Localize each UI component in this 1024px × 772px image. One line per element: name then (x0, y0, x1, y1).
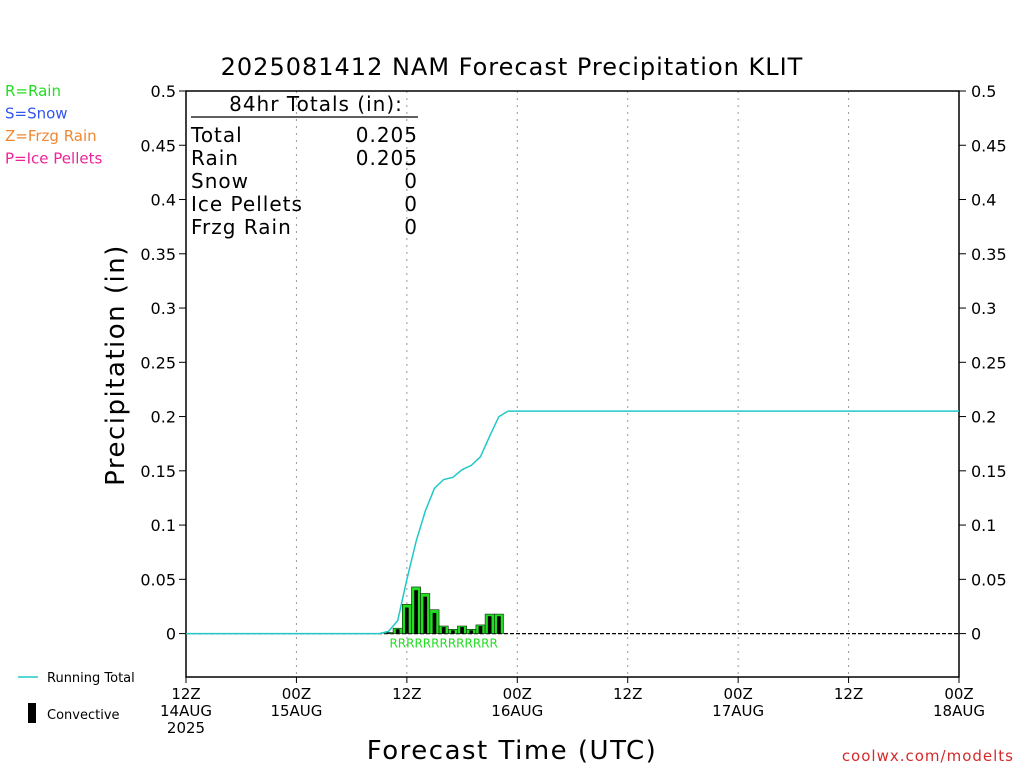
y-tick-label-left: 0.4 (151, 191, 176, 210)
x-tick-label: 12Z (834, 685, 863, 703)
totals-row-value: 0 (404, 192, 418, 216)
totals-row-label: Total (190, 123, 243, 147)
x-tick-label: 00Z (723, 685, 752, 703)
x-tick-label: 12Z (171, 685, 200, 703)
convective-bar (405, 607, 409, 634)
running-total-line (186, 410, 959, 635)
legend-running-total-label: Running Total (47, 671, 135, 686)
x-tick-label: 00Z (282, 685, 311, 703)
x-tick-label: 2025 (167, 719, 205, 737)
y-axis-label: Precipitation (in) (101, 244, 131, 486)
y-tick-label-left: 0.5 (151, 82, 176, 101)
totals-row-value: 0 (404, 215, 418, 239)
x-tick-label: 14AUG (160, 702, 212, 720)
x-tick-label: 15AUG (270, 702, 322, 720)
type-legend-entry: S=Snow (5, 105, 68, 123)
y-tick-label-left: 0.1 (151, 516, 176, 535)
x-tick-label: 00Z (944, 685, 973, 703)
precip-type-marks: RRRRRRRRRRRRR (389, 637, 497, 651)
y-tick-label-right: 0.5 (971, 82, 996, 101)
convective-bar (487, 616, 492, 634)
convective-bar (423, 596, 428, 634)
convective-bar (386, 632, 391, 634)
convective-bar (395, 629, 400, 634)
plot-border (185, 90, 960, 678)
x-tick-label: 18AUG (933, 702, 985, 720)
convective-bar (497, 616, 501, 634)
y-tick-label-left: 0.3 (151, 299, 176, 318)
y-tick-label-right: 0.1 (971, 516, 996, 535)
y-tick-label-left: 0 (166, 625, 176, 644)
convective-bar (460, 627, 464, 634)
y-tick-label-left: 0.15 (140, 462, 176, 481)
chart-title: 2025081412 NAM Forecast Precipitation KL… (221, 53, 804, 81)
x-tick-label: 00Z (503, 685, 532, 703)
legend-convective-swatch (28, 703, 36, 723)
y-tick-label-right: 0.45 (971, 136, 1007, 155)
totals-row-label: Frzg Rain (191, 215, 292, 239)
convective-bar (478, 625, 483, 634)
x-axis-label: Forecast Time (UTC) (367, 736, 658, 766)
y-tick-label-left: 0.05 (140, 570, 176, 589)
x-tick-label: 17AUG (712, 702, 764, 720)
x-tick-label: 12Z (613, 685, 642, 703)
convective-bar (469, 630, 474, 634)
totals-heading: 84hr Totals (in): (229, 92, 403, 116)
convective-bar (432, 612, 437, 634)
totals-row-label: Snow (191, 169, 249, 193)
watermark: coolwx.com/modelts (842, 747, 1014, 765)
legend-convective-label: Convective (47, 708, 120, 723)
x-tick-label: 12Z (392, 685, 421, 703)
y-tick-label-left: 0.45 (140, 136, 176, 155)
y-tick-label-right: 0 (971, 625, 981, 644)
y-tick-label-right: 0.35 (971, 245, 1007, 264)
totals-row-label: Rain (191, 146, 239, 170)
convective-bar (414, 590, 418, 634)
y-tick-label-left: 0.35 (140, 245, 176, 264)
x-tick-label: 16AUG (491, 702, 543, 720)
y-tick-label-right: 0.05 (971, 570, 1007, 589)
y-tick-label-right: 0.3 (971, 299, 996, 318)
totals-row-value: 0 (404, 169, 418, 193)
type-legend-entry: P=Ice Pellets (5, 150, 102, 168)
totals-row-value: 0.205 (356, 123, 418, 147)
totals-row-label: Ice Pellets (191, 192, 303, 216)
convective-bar (451, 630, 455, 634)
convective-bar (441, 627, 446, 634)
y-tick-label-left: 0.25 (140, 353, 176, 372)
type-legend-entry: Z=Frzg Rain (5, 127, 97, 145)
y-tick-label-left: 0.2 (151, 408, 176, 427)
y-tick-label-right: 0.15 (971, 462, 1007, 481)
y-tick-label-right: 0.25 (971, 353, 1007, 372)
y-tick-label-right: 0.4 (971, 191, 996, 210)
type-legend-entry: R=Rain (5, 82, 61, 100)
y-tick-label-right: 0.2 (971, 408, 996, 427)
totals-row-value: 0.205 (356, 146, 418, 170)
